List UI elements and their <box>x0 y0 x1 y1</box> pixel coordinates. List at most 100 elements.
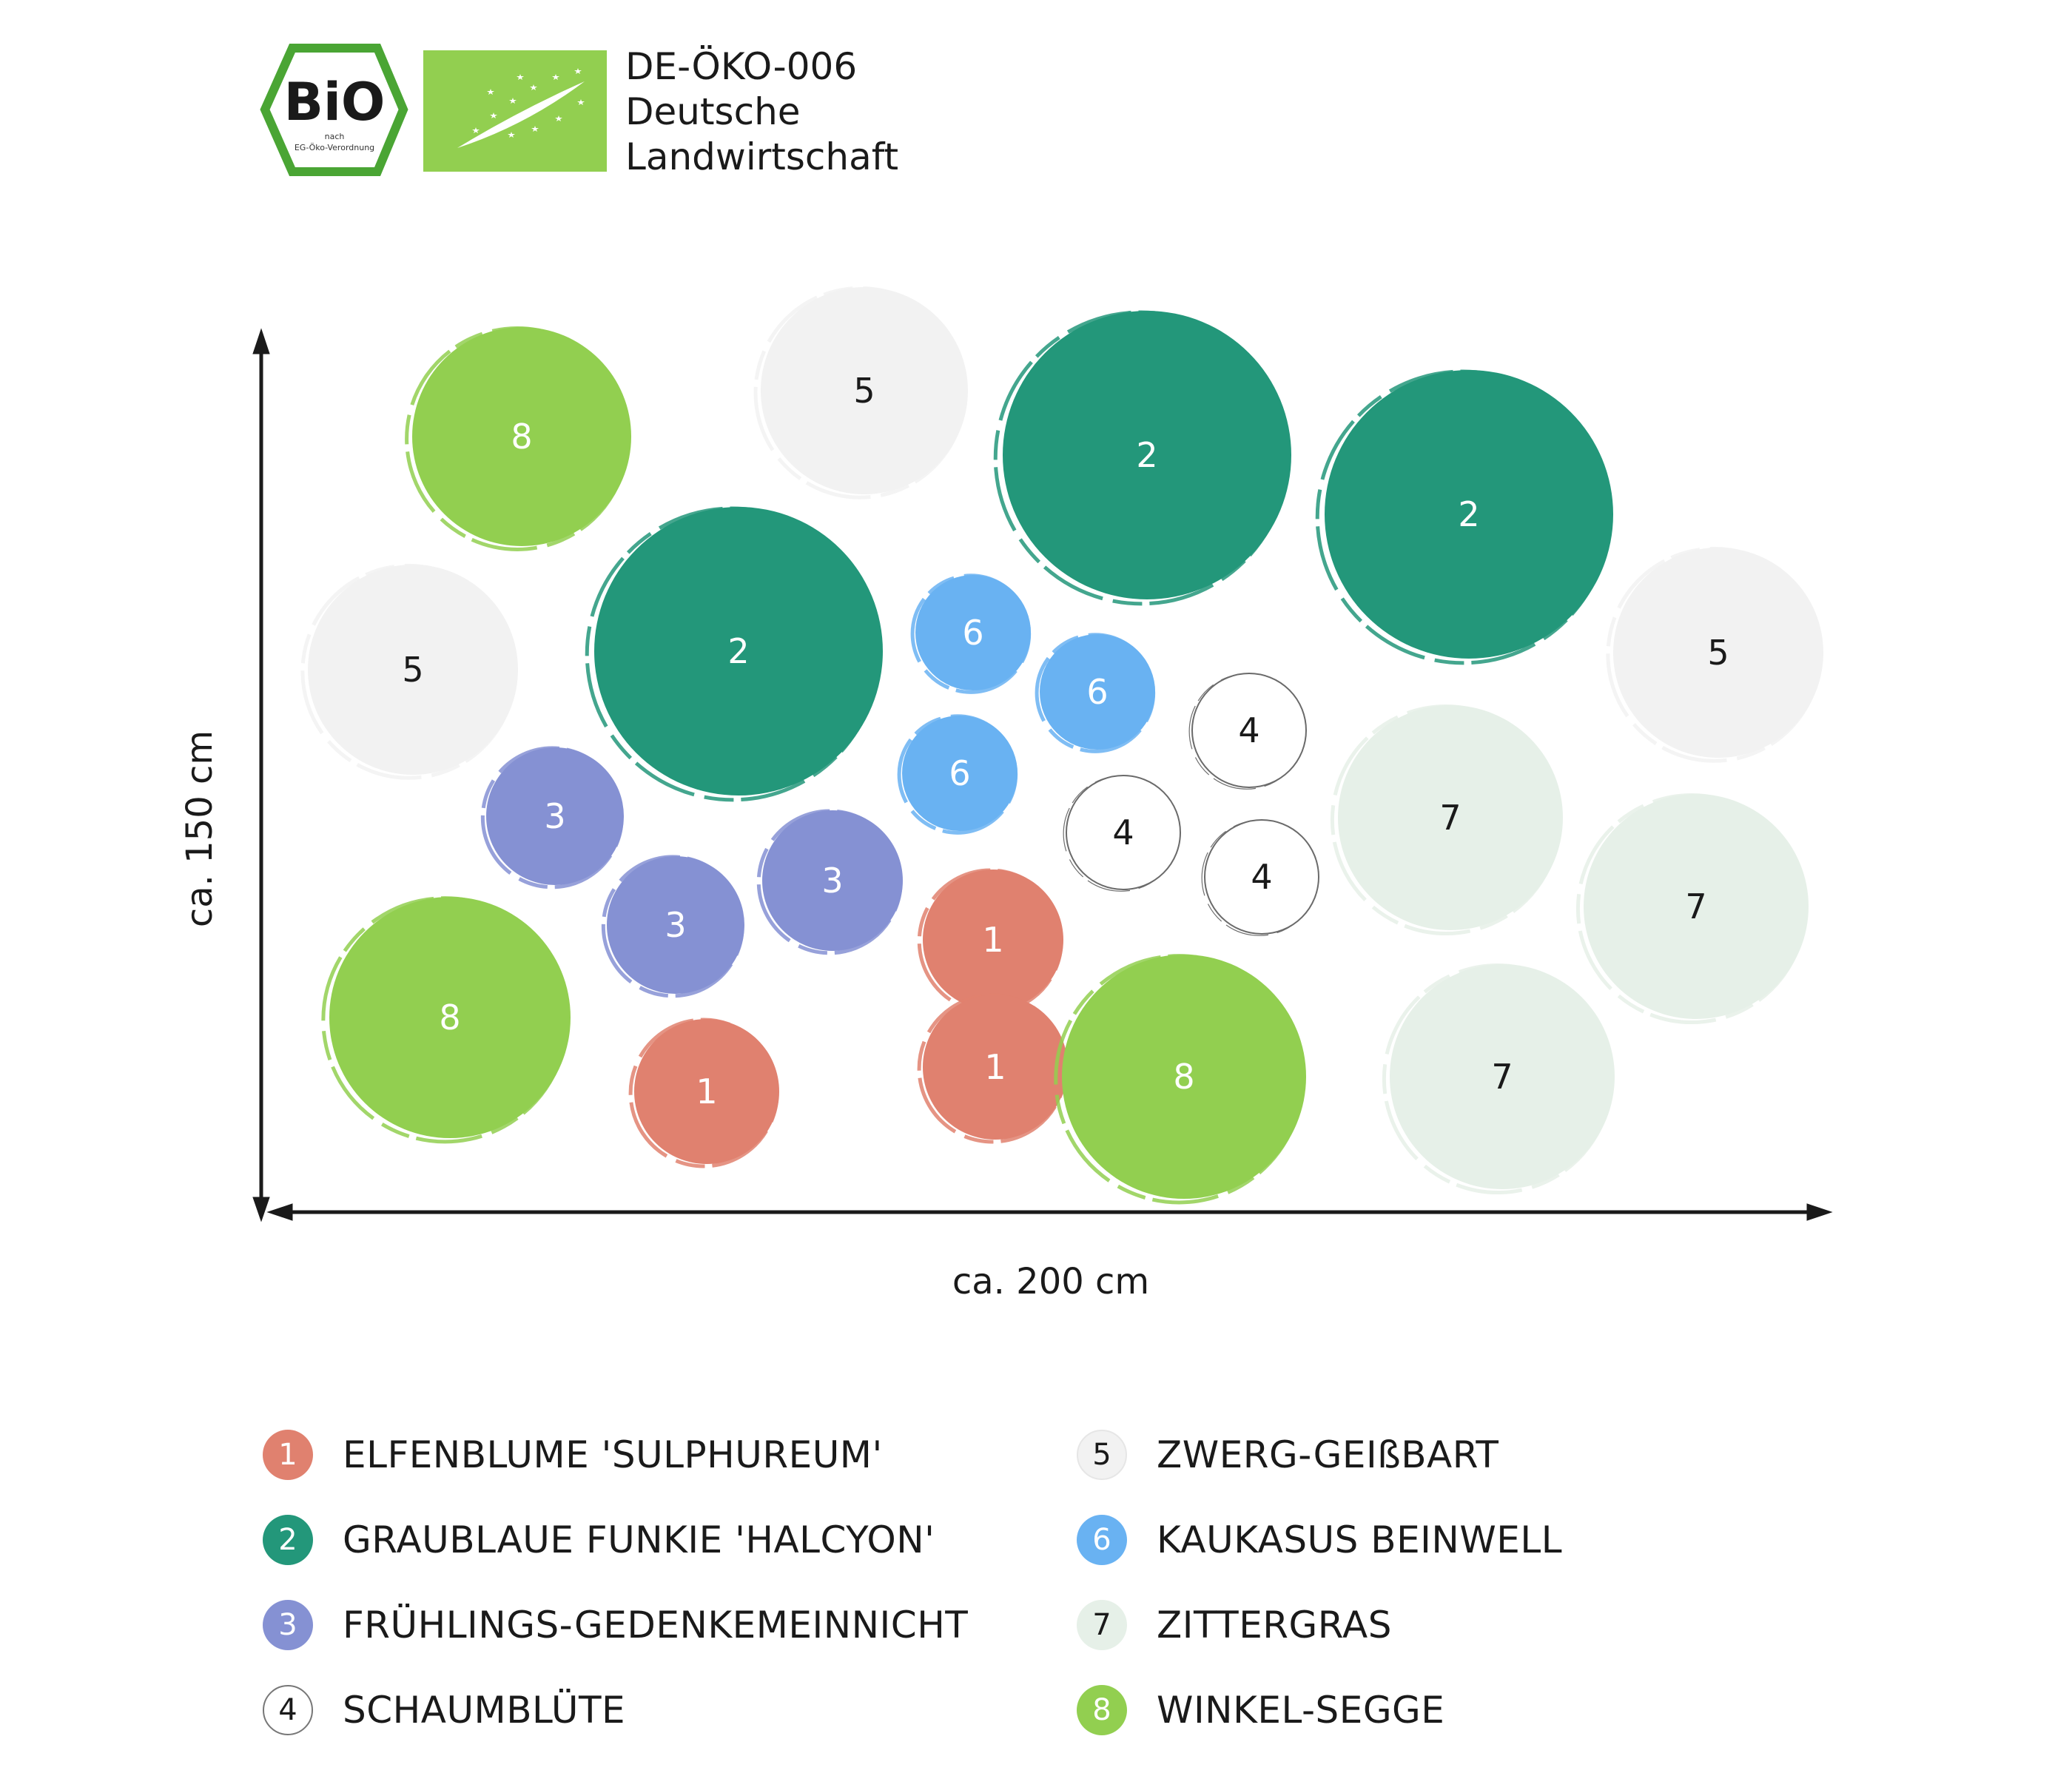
y-axis-arrow-down-icon <box>252 1197 270 1222</box>
plant-number-label: 1 <box>696 1072 717 1111</box>
plant-1-circle: 1 <box>917 993 1068 1144</box>
plant-disc <box>607 856 744 994</box>
bio-seal-subtext-2: EG-Öko-Verordnung <box>295 143 374 152</box>
plant-number-label: 6 <box>949 753 970 793</box>
plant-number-label: 7 <box>1439 798 1461 838</box>
legend-label-4: SCHAUMBLÜTE <box>343 1689 626 1732</box>
plant-disc <box>1390 964 1615 1189</box>
x-axis-arrow-left-icon <box>266 1203 293 1221</box>
bio-seal-icon: BiO nach EG-Öko-Verordnung <box>260 44 408 176</box>
plant-7-circle: 7 <box>1575 793 1809 1025</box>
plant-number-label: 3 <box>544 796 565 836</box>
plant-8-circle: 8 <box>405 326 631 551</box>
plant-5-circle: 5 <box>753 286 968 500</box>
plants-layer: 8 5 2 2 5 2 6 6 5 4 6 3 4 7 4 3 3 1 7 8 1 1 8 7 <box>300 286 1823 1205</box>
y-axis-label: ca. 150 cm <box>179 730 221 928</box>
plant-number-label: 2 <box>1458 494 1479 534</box>
plant-number-label: 5 <box>853 371 875 411</box>
plant-number-label: 7 <box>1491 1057 1513 1097</box>
plant-number-label: 8 <box>1173 1057 1194 1097</box>
bio-seal-subtext-1: nach <box>325 132 345 141</box>
legend-swatch-2: 2 <box>263 1515 313 1565</box>
plant-number-label: 1 <box>982 920 1003 960</box>
legend-swatch-4: 4 <box>263 1685 313 1735</box>
dimension-axes <box>252 328 1833 1222</box>
plant-disc <box>902 716 1018 831</box>
plant-disc <box>1325 370 1613 659</box>
plant-number-label: 4 <box>1251 857 1272 897</box>
plant-number-label: 6 <box>1086 672 1108 712</box>
plant-disc <box>594 507 883 796</box>
plant-4-circle: 4 <box>1201 819 1319 936</box>
plant-3-circle: 3 <box>480 746 624 889</box>
plant-disc <box>412 327 631 546</box>
legend-swatch-3: 3 <box>263 1600 313 1650</box>
plant-number-label: 4 <box>1238 710 1259 750</box>
legend-item-4: 4 SCHAUMBLÜTE <box>263 1682 625 1738</box>
plant-disc <box>486 747 624 885</box>
plant-number-label: 7 <box>1685 887 1706 926</box>
plant-6-circle: 6 <box>897 714 1018 835</box>
legend-item-1: 1 ELFENBLUME 'SULPHUREUM' <box>263 1427 883 1483</box>
plant-1-circle: 1 <box>917 868 1063 1015</box>
plant-8-circle: 8 <box>1054 954 1306 1205</box>
plant-disc <box>1584 794 1809 1019</box>
legend-label-5: ZWERG-GEIßBART <box>1157 1433 1499 1476</box>
legend-label-7: ZITTERGRAS <box>1157 1604 1392 1646</box>
legend-swatch-8: 8 <box>1077 1685 1127 1735</box>
plant-6-circle: 6 <box>910 574 1032 694</box>
x-axis-label: ca. 200 cm <box>952 1261 1150 1302</box>
plant-2-circle: 2 <box>585 506 883 802</box>
plant-disc <box>634 1019 779 1164</box>
plant-4-circle: 4 <box>1063 775 1181 892</box>
plant-disc <box>1062 955 1306 1199</box>
plant-disc <box>915 575 1031 690</box>
plant-number-label: 5 <box>1707 633 1729 673</box>
legend-item-7: 7 ZITTERGRAS <box>1077 1597 1392 1653</box>
cert-line-2: Deutsche <box>625 90 801 133</box>
plant-disc <box>1613 548 1823 758</box>
plant-number-label: 4 <box>1112 813 1134 852</box>
plant-7-circle: 7 <box>1330 704 1563 936</box>
plant-disc <box>761 287 968 494</box>
plant-number-label: 2 <box>727 631 749 671</box>
plant-2-circle: 2 <box>993 310 1291 606</box>
plant-4-circle: 4 <box>1188 673 1307 790</box>
plant-5-circle: 5 <box>300 563 518 780</box>
plant-disc <box>1003 311 1291 599</box>
legend-label-6: KAUKASUS BEINWELL <box>1157 1518 1563 1561</box>
legend-swatch-6: 6 <box>1077 1515 1127 1565</box>
plant-5-circle: 5 <box>1606 546 1823 763</box>
plant-8-circle: 8 <box>321 896 571 1144</box>
plant-disc <box>1066 775 1181 890</box>
plant-3-circle: 3 <box>601 855 744 998</box>
plant-number-label: 6 <box>962 613 983 653</box>
plant-6-circle: 6 <box>1035 633 1156 753</box>
plant-number-label: 2 <box>1136 435 1157 475</box>
legend-swatch-5: 5 <box>1077 1430 1127 1480</box>
legend-label-1: ELFENBLUME 'SULPHUREUM' <box>343 1433 883 1476</box>
plant-3-circle: 3 <box>756 809 903 955</box>
legend-item-2: 2 GRAUBLAUE FUNKIE 'HALCYON' <box>263 1512 935 1568</box>
eu-organic-leaf-icon <box>423 50 607 172</box>
legend-label-2: GRAUBLAUE FUNKIE 'HALCYON' <box>343 1518 935 1561</box>
plant-number-label: 3 <box>665 905 686 945</box>
plant-disc <box>1040 634 1155 750</box>
plant-number-label: 1 <box>984 1047 1006 1087</box>
x-axis-arrow-right-icon <box>1806 1203 1833 1221</box>
legend-item-3: 3 FRÜHLINGS-GEDENKEMEINNICHT <box>263 1597 968 1653</box>
plant-disc <box>923 870 1063 1010</box>
plant-2-circle: 2 <box>1315 369 1613 665</box>
plant-disc <box>1338 705 1563 930</box>
cert-line-1: DE-ÖKO-006 <box>625 45 858 88</box>
legend-label-8: WINKEL-SEGGE <box>1157 1689 1445 1732</box>
plant-disc <box>923 995 1068 1140</box>
plant-disc <box>762 810 903 951</box>
certification-text: DE-ÖKO-006 Deutsche Landwirtschaft <box>625 44 898 180</box>
legend-item-8: 8 WINKEL-SEGGE <box>1077 1682 1444 1738</box>
plant-number-label: 5 <box>402 650 423 690</box>
legend-swatch-7: 7 <box>1077 1600 1127 1650</box>
plant-number-label: 3 <box>821 861 843 901</box>
legend-swatch-1: 1 <box>263 1430 313 1480</box>
